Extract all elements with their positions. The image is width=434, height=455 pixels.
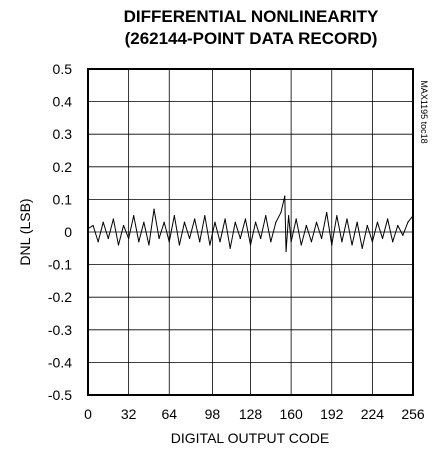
data-point: [305, 224, 307, 227]
grid-lines: [87, 68, 414, 396]
data-point: [326, 211, 328, 214]
data-point: [158, 237, 160, 240]
data-point: [107, 237, 109, 240]
x-tick-label: 256: [401, 406, 425, 422]
x-tick-label: 224: [361, 406, 385, 422]
data-point: [219, 241, 221, 243]
data-point: [173, 215, 175, 217]
data-point: [122, 224, 125, 227]
y-tick-label: -0.2: [48, 289, 72, 305]
x-tick-label: 160: [279, 406, 303, 422]
y-axis-label: DNL (LSB): [17, 198, 33, 265]
data-point: [407, 221, 409, 223]
data-point: [260, 237, 262, 240]
y-tick-label: 0.3: [53, 126, 73, 142]
data-point: [295, 218, 297, 220]
data-point: [214, 221, 216, 223]
data-point: [138, 241, 140, 243]
y-tick-label: 0.2: [53, 159, 73, 175]
data-point: [204, 215, 206, 217]
data-point: [341, 241, 343, 243]
data-point: [254, 221, 257, 223]
data-point: [346, 218, 348, 220]
chart-subtitle: (262144-POINT DATA RECORD): [125, 29, 378, 48]
data-point: [199, 241, 201, 243]
data-point: [376, 221, 379, 223]
data-point: [224, 218, 226, 220]
data-point: [287, 215, 290, 217]
data-point: [163, 221, 165, 223]
y-tick-label: 0: [64, 224, 72, 240]
y-tick-label: 0.1: [53, 191, 73, 207]
x-tick-label: 0: [84, 406, 92, 422]
data-point: [239, 237, 241, 240]
data-point: [285, 250, 287, 253]
x-tick-label: 32: [121, 406, 137, 422]
data-point: [336, 215, 338, 217]
data-point: [209, 244, 211, 246]
data-point: [244, 218, 247, 220]
data-point: [361, 247, 363, 249]
data-point: [387, 218, 389, 220]
data-point: [128, 237, 130, 240]
data-point: [188, 237, 191, 240]
y-tick-labels: 0.5 0.4 0.3 0.2 0.1 0 -0.1 -0.2 -0.3 -0.4 -0.5: [48, 61, 72, 403]
x-tick-label: 98: [205, 406, 221, 422]
data-point: [320, 237, 323, 240]
series-layer: [87, 195, 414, 253]
y-tick-label: -0.5: [48, 387, 72, 403]
x-axis-label: DIGITAL OUTPUT CODE: [171, 430, 329, 446]
data-point: [397, 224, 399, 227]
y-tick-label: -0.4: [48, 354, 72, 370]
data-point: [234, 221, 236, 223]
data-point: [331, 244, 333, 246]
data-point: [153, 208, 155, 210]
data-point: [366, 224, 368, 227]
data-point: [229, 247, 231, 249]
side-tag: MAX1195 toc18: [419, 80, 429, 143]
data-point: [143, 221, 145, 223]
y-tick-label: 0.5: [53, 61, 73, 77]
data-point: [402, 234, 404, 236]
chart-title: DIFFERENTIAL NONLINEARITY: [124, 7, 379, 26]
data-point: [112, 218, 114, 220]
data-point: [117, 244, 120, 246]
data-point: [183, 221, 186, 223]
data-point: [284, 195, 286, 197]
data-point: [178, 244, 181, 246]
data-point: [356, 221, 358, 223]
data-point: [92, 224, 94, 227]
y-tick-label: 0.4: [53, 94, 73, 110]
data-point: [310, 241, 313, 243]
data-point: [168, 241, 170, 243]
y-tick-label: -0.3: [48, 322, 72, 338]
x-tick-labels: 0 32 64 98 128 160 192 224 256: [84, 406, 425, 422]
data-point: [270, 241, 272, 243]
data-point: [351, 244, 353, 246]
data-point: [290, 241, 292, 243]
y-tick-label: -0.1: [48, 257, 72, 273]
data-point: [249, 244, 252, 246]
x-tick-label: 64: [161, 406, 177, 422]
data-point: [275, 221, 277, 223]
data-point: [148, 244, 150, 246]
data-point: [194, 218, 196, 220]
data-point: [280, 211, 282, 214]
data-point: [97, 241, 99, 243]
data-point: [371, 241, 373, 243]
data-point: [315, 221, 318, 223]
x-tick-label: 128: [239, 406, 263, 422]
data-point: [392, 241, 394, 243]
x-tick-label: 192: [320, 406, 344, 422]
data-point: [381, 237, 384, 240]
data-point: [265, 215, 267, 217]
data-point: [102, 221, 104, 223]
plot-frame: [87, 68, 414, 396]
data-point: [133, 215, 135, 217]
data-point: [300, 244, 302, 246]
